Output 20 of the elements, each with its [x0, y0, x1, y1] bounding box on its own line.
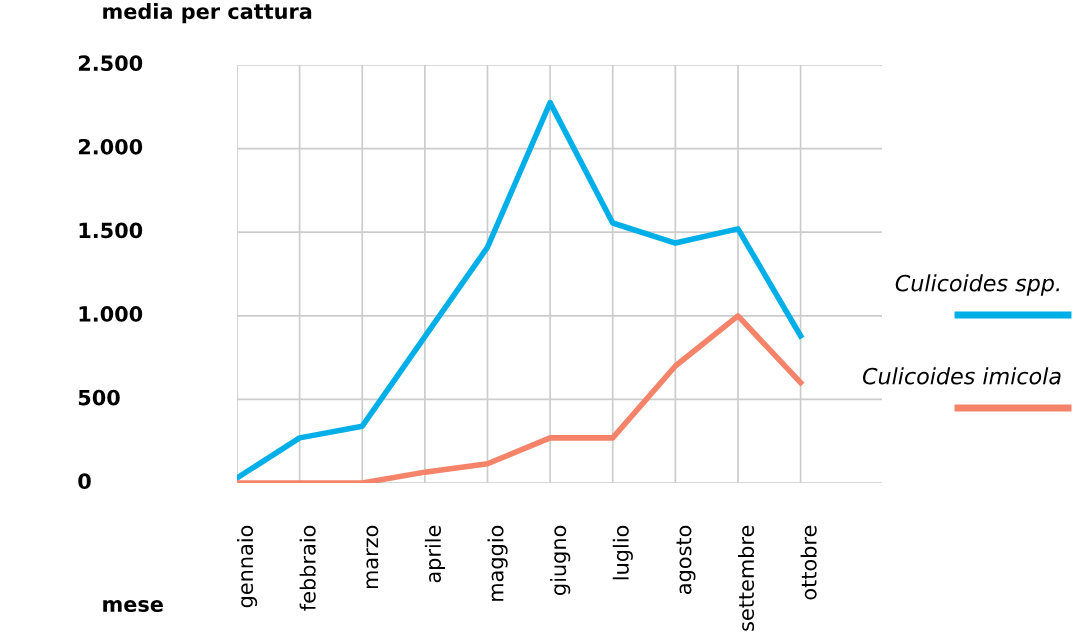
- y-tick-label: 2.000: [78, 138, 143, 155]
- x-axis-title: mese: [103, 600, 163, 612]
- y-tick-label: 500: [78, 389, 120, 406]
- x-tick-label: luglio: [612, 525, 633, 580]
- x-tick-label: giugno: [550, 525, 571, 595]
- x-tick-label: gennaio: [237, 525, 258, 608]
- y-tick-label: 1.500: [79, 222, 143, 239]
- x-tick-label: marzo: [366, 525, 379, 589]
- y-axis-title: media per cattura: [103, 3, 312, 24]
- x-tick-label: ottobre: [800, 525, 817, 600]
- x-tick-label: aprile: [424, 525, 446, 583]
- x-tick-label: settembre: [737, 525, 755, 631]
- x-tick-label: agosto: [676, 525, 696, 594]
- x-tick-label: febbraio: [299, 525, 316, 611]
- y-tick-label: 2.500: [78, 55, 143, 72]
- y-tick-label: 0: [78, 473, 91, 490]
- text: Culicoides spp.: [895, 274, 1060, 296]
- y-tick-label: 1.000: [79, 306, 143, 322]
- x-tick-label: maggio: [487, 525, 508, 601]
- text: Culicoides imicola: [862, 367, 1061, 385]
